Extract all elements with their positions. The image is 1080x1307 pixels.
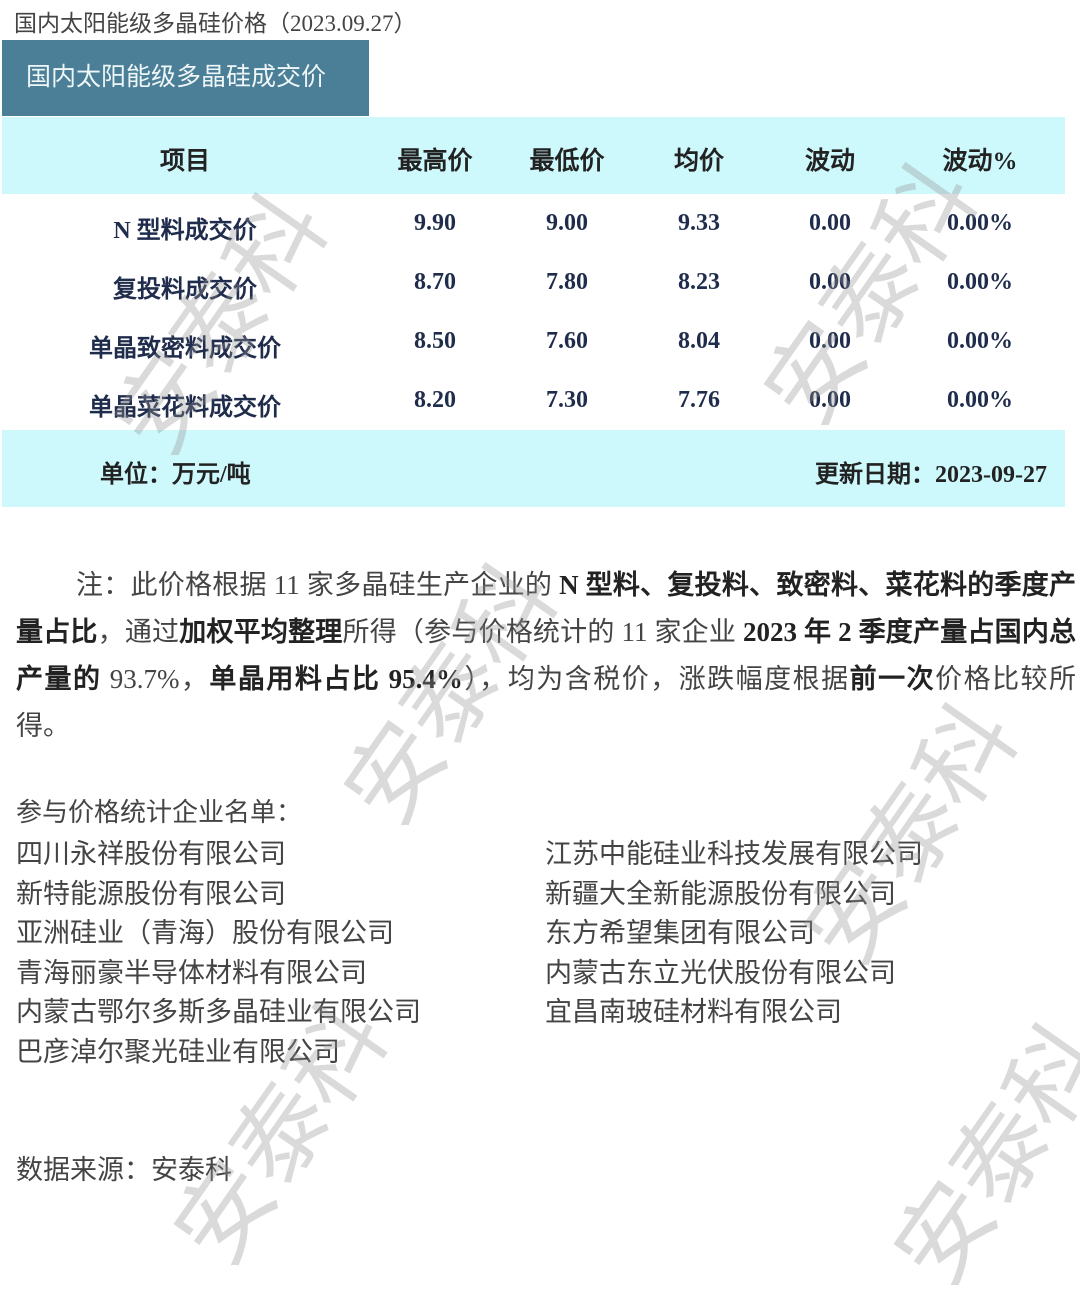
column-header: 项目 <box>159 148 211 175</box>
table-header: 项目 最高价 最低价 均价 波动 波动% <box>2 117 1065 194</box>
table-cell: 8.70 <box>414 269 456 295</box>
table-cell: 0.00 <box>809 328 851 354</box>
table-caption: 国内太阳能级多晶硅成交价 <box>2 40 369 116</box>
table-cell: 单晶致密料成交价 <box>89 336 281 362</box>
table-row: 复投料成交价 8.70 7.80 8.23 0.00 0.00% <box>2 255 1065 314</box>
note-segment: 所得（参与价格统计的 11 家企业 <box>342 617 744 647</box>
table-row: N 型料成交价 9.90 9.00 9.33 0.00 0.00% <box>2 196 1065 255</box>
column-header: 均价 <box>673 148 725 175</box>
note-paragraph: 注：此价格根据 11 家多晶硅生产企业的 N 型料、复投料、致密料、菜花料的季度… <box>16 562 1076 750</box>
note-segment: ），均为含税价，涨跌幅度根据 <box>462 664 850 694</box>
table-cell: 0.00 <box>809 210 851 236</box>
note-segment: 前一次 <box>849 664 936 694</box>
table-cell: 9.00 <box>546 210 588 236</box>
table-cell: 0.00% <box>947 328 1013 354</box>
table-cell: 单晶菜花料成交价 <box>89 395 281 421</box>
note-segment: N 型料、复投料、致密料、菜花料的季度产量占比 <box>16 570 1077 647</box>
table-cell: 7.30 <box>546 387 588 413</box>
company-name: 内蒙古东立光伏股份有限公司 <box>545 957 896 988</box>
table-cell: 0.00% <box>947 387 1013 413</box>
table-cell: N 型料成交价 <box>113 218 257 244</box>
note-segment: 单晶用料占比 95.4% <box>209 664 463 694</box>
company-name: 江苏中能硅业科技发展有限公司 <box>545 839 923 869</box>
column-header: 波动 <box>804 148 856 175</box>
note-segment: ，通过 <box>97 617 180 647</box>
watermark: 安泰科 <box>872 1004 1080 1305</box>
update-date: 更新日期：2023-09-27 <box>815 462 1047 488</box>
table-cell: 9.33 <box>678 210 720 236</box>
column-header: 最高价 <box>397 148 473 175</box>
table-cell: 7.76 <box>678 387 720 413</box>
company-name: 四川永祥股份有限公司 <box>16 839 286 869</box>
table-cell: 8.20 <box>414 387 456 413</box>
table-cell: 7.60 <box>546 328 588 354</box>
table-cell: 0.00% <box>947 269 1013 295</box>
column-header: 最低价 <box>529 148 605 175</box>
note-segment: 2023 年 2 季度产量占国内总产量的 <box>16 617 1077 694</box>
table-cell: 0.00 <box>809 387 851 413</box>
table-cell: 7.80 <box>546 269 588 295</box>
note-segment: 加权平均整理 <box>179 617 343 647</box>
note-segment: 93.7%， <box>101 664 210 694</box>
table-cell: 9.90 <box>414 210 456 236</box>
data-source: 数据来源：安泰科 <box>16 1155 232 1185</box>
company-name: 新特能源股份有限公司 <box>16 878 286 909</box>
table-cell: 复投料成交价 <box>113 277 257 303</box>
companies-label: 参与价格统计企业名单： <box>16 798 303 827</box>
page-title: 国内太阳能级多晶硅价格（2023.09.27） <box>14 11 417 36</box>
table-cell: 8.50 <box>414 328 456 354</box>
table-footer: 单位：万元/吨 更新日期：2023-09-27 <box>2 430 1065 507</box>
company-name: 内蒙古鄂尔多斯多晶硅业有限公司 <box>16 997 421 1028</box>
company-name: 新疆大全新能源股份有限公司 <box>545 878 896 909</box>
company-name: 宜昌南玻硅材料有限公司 <box>545 997 842 1028</box>
table-cell: 8.04 <box>678 328 720 354</box>
unit-label: 单位：万元/吨 <box>100 462 251 488</box>
table-row: 单晶菜花料成交价 8.20 7.30 7.76 0.00 0.00% <box>2 373 1065 432</box>
table-cell: 0.00% <box>947 210 1013 236</box>
column-header: 波动% <box>942 148 1018 175</box>
note-segment: 注：此价格根据 11 家多晶硅生产企业的 <box>76 570 560 600</box>
company-name: 巴彦淖尔聚光硅业有限公司 <box>16 1037 340 1067</box>
table-cell: 8.23 <box>678 269 720 295</box>
note-segment: 价格比较所得。 <box>16 664 1077 741</box>
table-row: 单晶致密料成交价 8.50 7.60 8.04 0.00 0.00% <box>2 314 1065 373</box>
company-name: 亚洲硅业（青海）股份有限公司 <box>16 918 394 949</box>
company-name: 青海丽豪半导体材料有限公司 <box>16 957 367 988</box>
table-cell: 0.00 <box>809 269 851 295</box>
company-name: 东方希望集团有限公司 <box>545 918 815 949</box>
